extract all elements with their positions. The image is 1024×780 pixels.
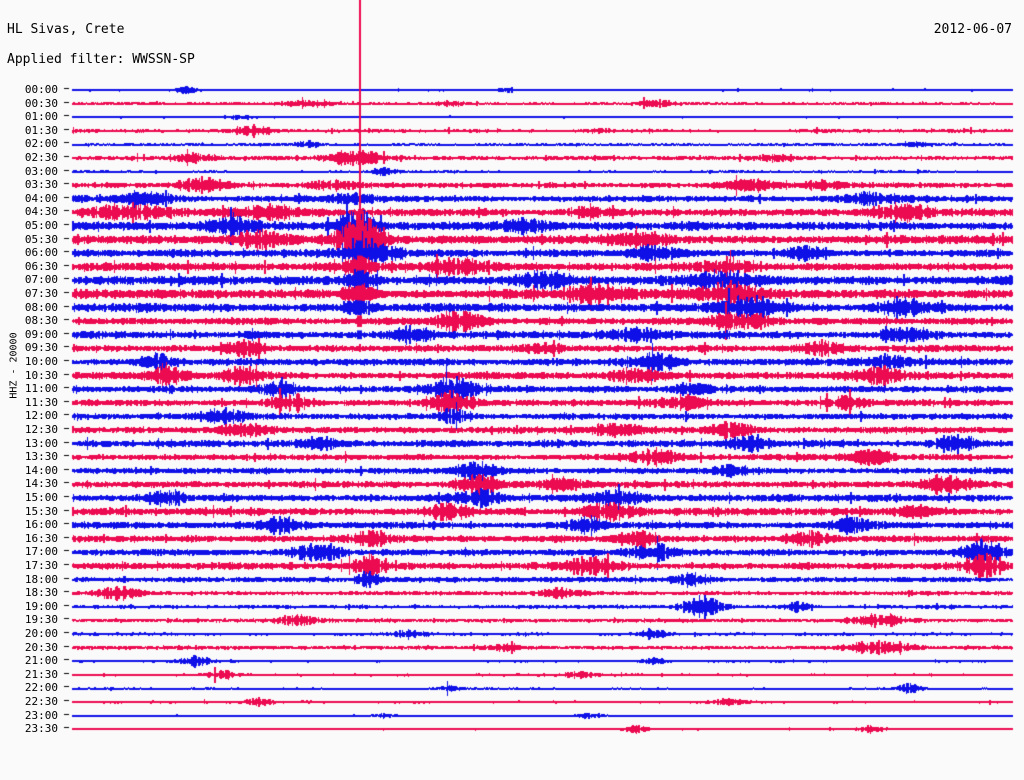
time-label-1900: 19:00: [24, 599, 58, 613]
time-label-1330: 13:30: [24, 450, 58, 464]
time-label-0300: 03:00: [24, 164, 58, 178]
time-label-0030: 00:30: [24, 96, 58, 110]
time-label-1130: 11:30: [24, 395, 58, 409]
time-label-1230: 12:30: [24, 423, 58, 436]
time-label-1430: 14:30: [24, 477, 58, 491]
time-label-0500: 05:00: [24, 219, 58, 232]
time-label-0230: 02:30: [24, 151, 58, 164]
time-label-1830: 18:30: [24, 586, 58, 600]
time-label-0400: 04:00: [24, 191, 58, 205]
time-label-0630: 06:30: [24, 259, 58, 273]
time-label-0600: 06:00: [24, 246, 58, 260]
time-label-0700: 07:00: [24, 273, 58, 287]
time-label-1930: 19:30: [24, 613, 58, 627]
time-label-0530: 05:30: [24, 232, 58, 246]
time-label-0430: 04:30: [24, 205, 58, 219]
time-label-2330: 23:30: [24, 722, 58, 736]
time-label-2000: 20:00: [24, 627, 58, 640]
time-label-1630: 16:30: [24, 531, 58, 545]
time-label-2130: 21:30: [24, 667, 58, 681]
time-label-0830: 08:30: [24, 314, 58, 328]
time-label-1500: 15:00: [24, 491, 58, 504]
time-label-0130: 01:30: [24, 123, 58, 137]
time-label-2100: 21:00: [24, 654, 58, 668]
time-label-1600: 16:00: [24, 518, 58, 532]
time-label-1100: 11:00: [24, 382, 58, 396]
time-label-1200: 12:00: [24, 409, 58, 423]
time-label-0730: 07:30: [24, 287, 58, 300]
time-label-1300: 13:00: [24, 436, 58, 450]
time-label-1700: 17:00: [24, 545, 58, 559]
time-label-0330: 03:30: [24, 178, 58, 192]
time-label-2230: 22:30: [24, 695, 58, 708]
time-label-0200: 02:00: [24, 137, 58, 151]
time-label-0900: 09:00: [24, 327, 58, 341]
time-label-0930: 09:30: [24, 341, 58, 355]
time-label-1400: 14:00: [24, 463, 58, 477]
time-label-0000: 00:00: [24, 83, 58, 96]
time-label-0100: 01:00: [24, 110, 58, 124]
time-label-2200: 22:00: [24, 681, 58, 695]
time-label-0800: 08:00: [24, 300, 58, 314]
time-label-1530: 15:30: [24, 504, 58, 518]
time-label-2300: 23:00: [24, 708, 58, 722]
time-label-2030: 20:30: [24, 640, 58, 654]
time-label-1030: 10:30: [24, 368, 58, 382]
time-label-1800: 18:00: [24, 572, 58, 586]
time-label-1730: 17:30: [24, 559, 58, 572]
time-label-1000: 10:00: [24, 355, 58, 368]
